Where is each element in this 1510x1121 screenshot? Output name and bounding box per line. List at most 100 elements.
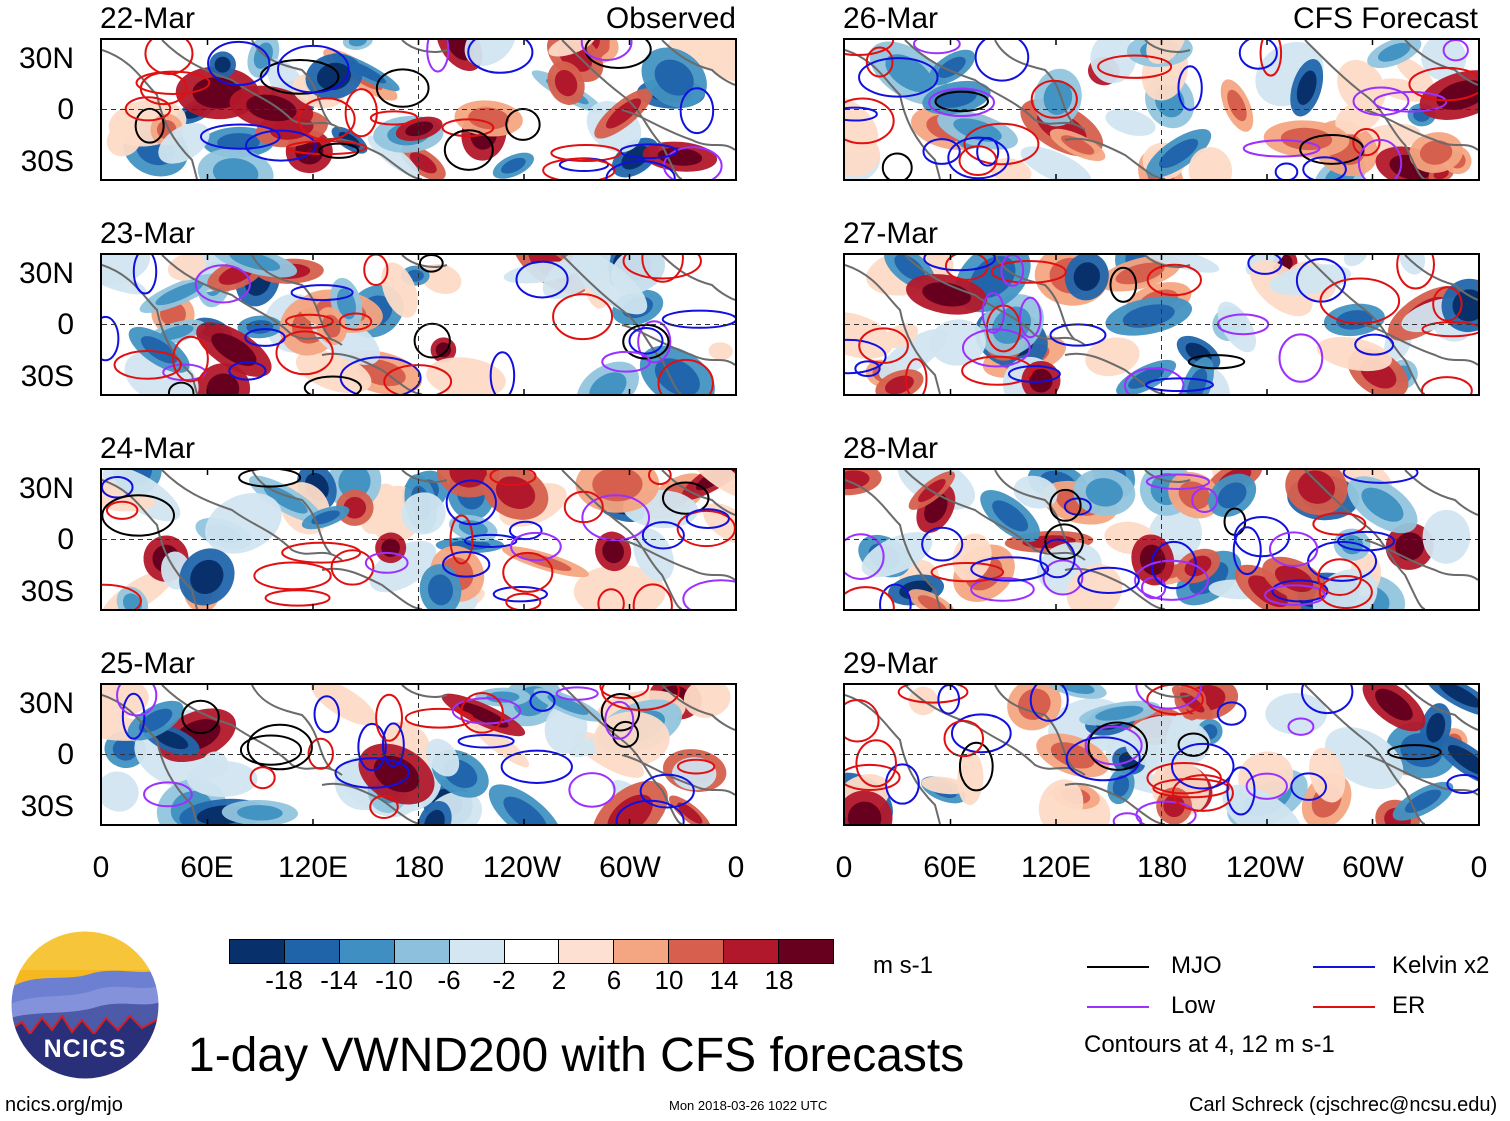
contour-line (950, 713, 1012, 754)
anomaly-blob (1105, 108, 1156, 136)
contour-line (134, 107, 165, 144)
anomaly-blob (1335, 99, 1382, 135)
coastline (621, 109, 735, 151)
contour-line (605, 160, 676, 179)
contour-line (676, 509, 735, 548)
anomaly-blob (1377, 78, 1430, 102)
contour-line (921, 526, 964, 562)
contour-line (961, 328, 1031, 368)
colorbar-swatch (778, 940, 833, 963)
contour-line (105, 500, 139, 520)
contour-line (139, 71, 188, 106)
contour-line (510, 531, 562, 562)
contour-line (641, 521, 685, 550)
contour-line (334, 757, 411, 789)
contour-line (489, 351, 516, 394)
contour-line (1170, 742, 1235, 790)
anomaly-blob (1265, 693, 1327, 735)
contour-line (113, 350, 182, 380)
anomaly-blob (195, 363, 251, 394)
map-panel-observed-3 (100, 468, 737, 611)
coastline (904, 255, 1086, 346)
contour-line (563, 490, 604, 524)
contour-line (1264, 584, 1327, 606)
anomaly-blob (417, 800, 452, 824)
anomaly-blob (475, 687, 531, 707)
contour-line (1319, 277, 1401, 325)
contour-line (135, 70, 211, 95)
contour-line (460, 692, 504, 734)
anomaly-blob (533, 688, 603, 722)
contour-line (854, 360, 881, 377)
lon-label: 0 (727, 851, 745, 884)
colorbar-swatch (723, 940, 779, 963)
coastline (845, 264, 941, 394)
contour-line (228, 361, 267, 381)
colorbar-tick-label: -2 (492, 965, 516, 995)
contour-line (1226, 766, 1256, 816)
contour-line (443, 129, 494, 171)
coastline (401, 40, 448, 53)
colorbar-ticks: -18 -14 -10 -6 -2 2 6 10 14 18 (229, 965, 834, 995)
contour-line (542, 157, 616, 179)
coastline (561, 40, 683, 179)
lon-label: 0 (92, 851, 110, 884)
contour-line (116, 685, 158, 717)
contour-line (307, 737, 334, 770)
contour-line (313, 695, 340, 734)
contour-line (500, 749, 573, 784)
date-label-5: 26-Mar (843, 2, 939, 35)
contour-line (858, 327, 909, 364)
contour-line (1049, 323, 1107, 347)
anomaly-blob (1323, 303, 1385, 337)
coastline (1404, 40, 1478, 86)
contour-line (937, 685, 961, 715)
anomaly-blob (1422, 509, 1471, 564)
lat-label-30s: 30S (20, 575, 74, 608)
anomaly-blob (845, 470, 882, 496)
colorbar-tick-label: -14 (320, 965, 358, 995)
date-label-8: 29-Mar (843, 647, 939, 680)
contour-line (855, 739, 897, 788)
contour-line (1387, 744, 1442, 761)
lon-label: 60W (599, 851, 661, 884)
anomaly-blob (1367, 40, 1422, 69)
contour-line (1446, 773, 1478, 794)
contour-line (505, 592, 542, 609)
contour-line (1278, 333, 1324, 383)
contour-line (1019, 296, 1042, 339)
anomaly-blob (547, 61, 585, 105)
lon-label: 0 (835, 851, 853, 884)
wind-anomaly-map (102, 40, 735, 179)
contour-line (682, 579, 735, 609)
anomaly-blob (381, 262, 418, 318)
contour-line (897, 685, 969, 704)
anomaly-blob (1312, 569, 1378, 609)
anomaly-blob (593, 711, 670, 767)
contour-line (1432, 286, 1463, 322)
anomaly-blob (1145, 129, 1212, 178)
contour-line (441, 118, 495, 138)
lon-label: 60W (1342, 851, 1404, 884)
contour-line (1357, 138, 1403, 179)
contour-line (679, 87, 715, 135)
contour-line (492, 585, 548, 603)
contour-line (1268, 531, 1319, 567)
wind-anomaly-map (845, 255, 1478, 394)
contour-line (1238, 40, 1278, 70)
contour-line (922, 138, 961, 165)
contour-line (463, 533, 518, 548)
contour-line (1187, 354, 1246, 370)
coastline (661, 470, 735, 516)
lat-label-eq: 0 (57, 93, 74, 126)
wind-anomaly-map (845, 40, 1478, 179)
contour-line (1290, 772, 1328, 801)
anomaly-blob (401, 492, 446, 535)
coastline (1144, 40, 1191, 53)
contour-line (845, 763, 901, 791)
anomaly-blob (1316, 336, 1392, 372)
site-link[interactable]: ncics.org/mjo (5, 1094, 123, 1116)
date-label-3: 24-Mar (100, 432, 196, 465)
contour-line (167, 381, 195, 394)
contour-line (1123, 367, 1185, 394)
